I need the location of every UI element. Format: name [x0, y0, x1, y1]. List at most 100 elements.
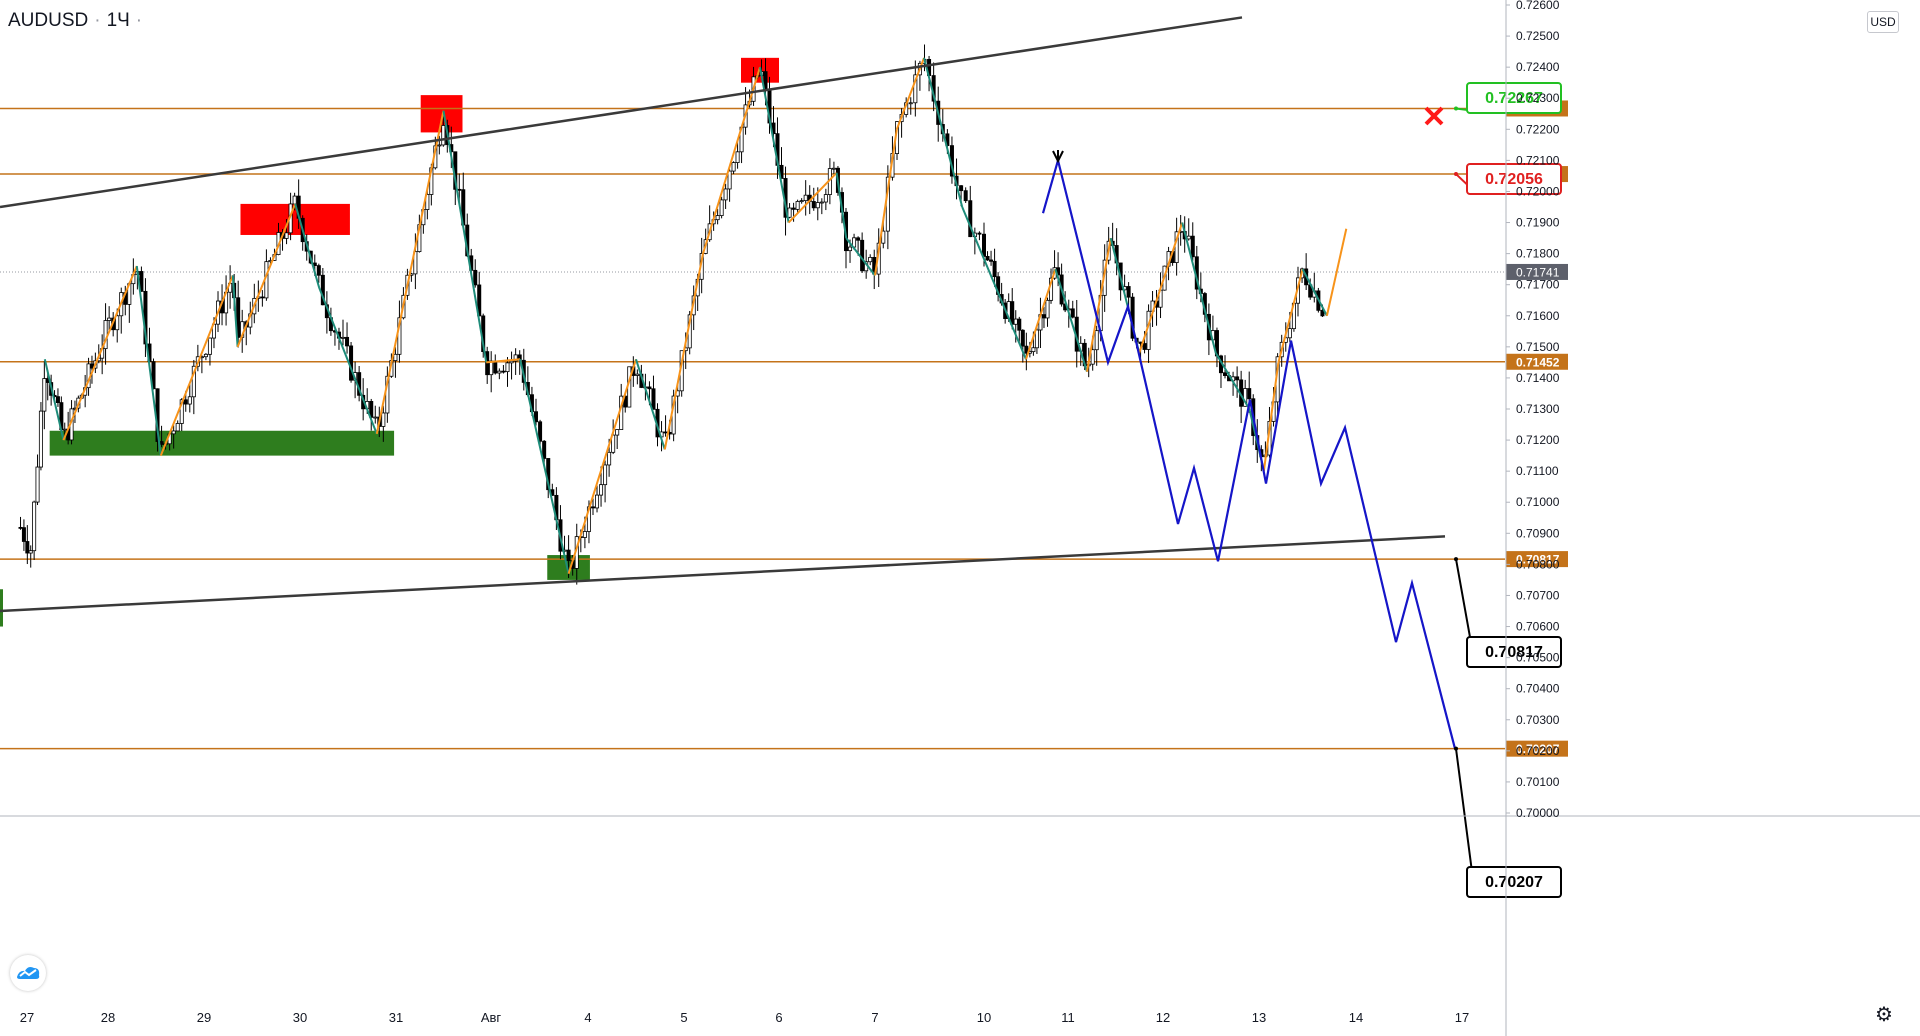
candle-body [856, 237, 861, 241]
zigzag-up-segment [874, 129, 898, 276]
zigzag-layer [43, 57, 1348, 575]
candle-body [607, 451, 612, 466]
candle-body [25, 541, 30, 554]
candle-body [831, 167, 836, 170]
candle-body [1320, 309, 1325, 317]
candle-body [316, 265, 321, 276]
candle-body [968, 200, 973, 238]
candle-body [989, 259, 994, 262]
candle-body [1020, 329, 1025, 347]
support-zone [49, 430, 395, 456]
time-tick-label: 4 [584, 1010, 591, 1025]
time-tick-label: 10 [977, 1010, 991, 1025]
callout-anchor [1454, 172, 1458, 177]
candle-body [139, 271, 144, 292]
time-axis: 27 28 29 30 31 Авг 4 5 6 7 10 11 12 13 14 17 [20, 1010, 1469, 1025]
candle-body [35, 466, 40, 503]
price-level-label: 0.70207 [1516, 742, 1560, 756]
time-tick-label: 11 [1061, 1010, 1075, 1025]
candle-body [534, 411, 539, 423]
price-level-label: 0.71452 [1516, 355, 1560, 369]
price-tick-label: 0.72500 [1516, 29, 1560, 43]
zigzag-down-segment [442, 110, 488, 363]
zigzag-up-segment [486, 358, 521, 364]
price-tick-label: 0.72600 [1516, 0, 1560, 12]
candle-body [868, 256, 873, 263]
zigzag-up-segment [236, 203, 297, 348]
price-tick-label: 0.70800 [1516, 557, 1560, 571]
candle-body [582, 531, 587, 538]
candle-body [32, 501, 37, 552]
zigzag-up-segment [567, 358, 637, 575]
candle-body [795, 201, 800, 210]
price-tick-label: 0.70700 [1516, 588, 1560, 602]
candle-body [1070, 308, 1075, 318]
candle-body [799, 200, 804, 203]
callout-label: 0.72267 [1485, 90, 1543, 107]
candle-body [441, 125, 446, 146]
candle-body [1235, 376, 1240, 381]
zigzag-down-segment [961, 206, 1027, 360]
callout-box [1466, 82, 1562, 114]
symbol-name: AUDUSD [8, 10, 89, 31]
candle-body [28, 550, 33, 554]
zigzag-down-segment [759, 66, 790, 223]
candle-body [473, 269, 478, 286]
zigzag-down-segment [923, 57, 964, 208]
price-tick-label: 0.71600 [1516, 309, 1560, 323]
price-tick-label: 0.71400 [1516, 371, 1560, 385]
forecast-layer [1041, 150, 1457, 749]
candle-body [509, 360, 514, 364]
arrow-down-icon [1052, 150, 1064, 164]
candle-body [38, 410, 43, 468]
callout-anchor [1454, 106, 1458, 111]
tradingview-logo-icon[interactable] [10, 955, 46, 991]
zigzag-down-segment [231, 275, 239, 347]
candle-body [320, 274, 325, 306]
candle-body [493, 360, 498, 374]
symbol-separator: · [94, 10, 101, 31]
time-tick-label: 28 [101, 1010, 115, 1025]
symbol-header[interactable]: AUDUSD · 1Ч · [8, 10, 143, 31]
time-tick-label: 13 [1252, 1010, 1266, 1025]
candle-body [595, 494, 600, 509]
candle-body [819, 201, 824, 204]
price-tick-label: 0.71100 [1516, 464, 1559, 478]
candle-body [207, 337, 212, 355]
price-level-tag [1506, 551, 1568, 568]
zigzag-up-segment [895, 57, 925, 130]
candle-body [603, 464, 608, 486]
price-tick-label: 0.70400 [1516, 682, 1560, 696]
candle-body [977, 232, 982, 235]
candle-body [341, 336, 346, 339]
price-tick-label: 0.70100 [1516, 775, 1560, 789]
interval-label[interactable]: 1Ч [106, 10, 130, 31]
candle-body [191, 365, 196, 398]
candle-body [1094, 330, 1099, 351]
candle-body [393, 353, 398, 361]
candle-body [1247, 388, 1252, 400]
price-tick-label: 0.70300 [1516, 713, 1560, 727]
candle-body [437, 144, 442, 147]
zigzag-down-segment [1301, 268, 1328, 317]
candle-body [1041, 314, 1046, 319]
candle-body [159, 441, 164, 445]
price-tick-label: 0.70500 [1516, 651, 1560, 665]
price-tick-label: 0.71500 [1516, 340, 1560, 354]
zigzag-down-segment [1054, 268, 1088, 373]
price-tick-label: 0.72200 [1516, 122, 1560, 136]
price-tick-label: 0.72100 [1516, 153, 1560, 167]
price-tick-label: 0.70000 [1516, 806, 1560, 820]
zigzag-up-segment [159, 274, 234, 456]
candle-body [345, 336, 350, 347]
gear-icon[interactable]: ⚙ [1875, 1004, 1893, 1026]
time-tick-label: 14 [1349, 1010, 1363, 1025]
candle-body [501, 370, 506, 373]
candle-body [497, 370, 502, 374]
currency-button[interactable]: USD [1867, 11, 1899, 33]
callout-box [1466, 636, 1562, 668]
zigzag-up-segment [1138, 222, 1184, 354]
time-tick-label: 7 [871, 1010, 878, 1025]
